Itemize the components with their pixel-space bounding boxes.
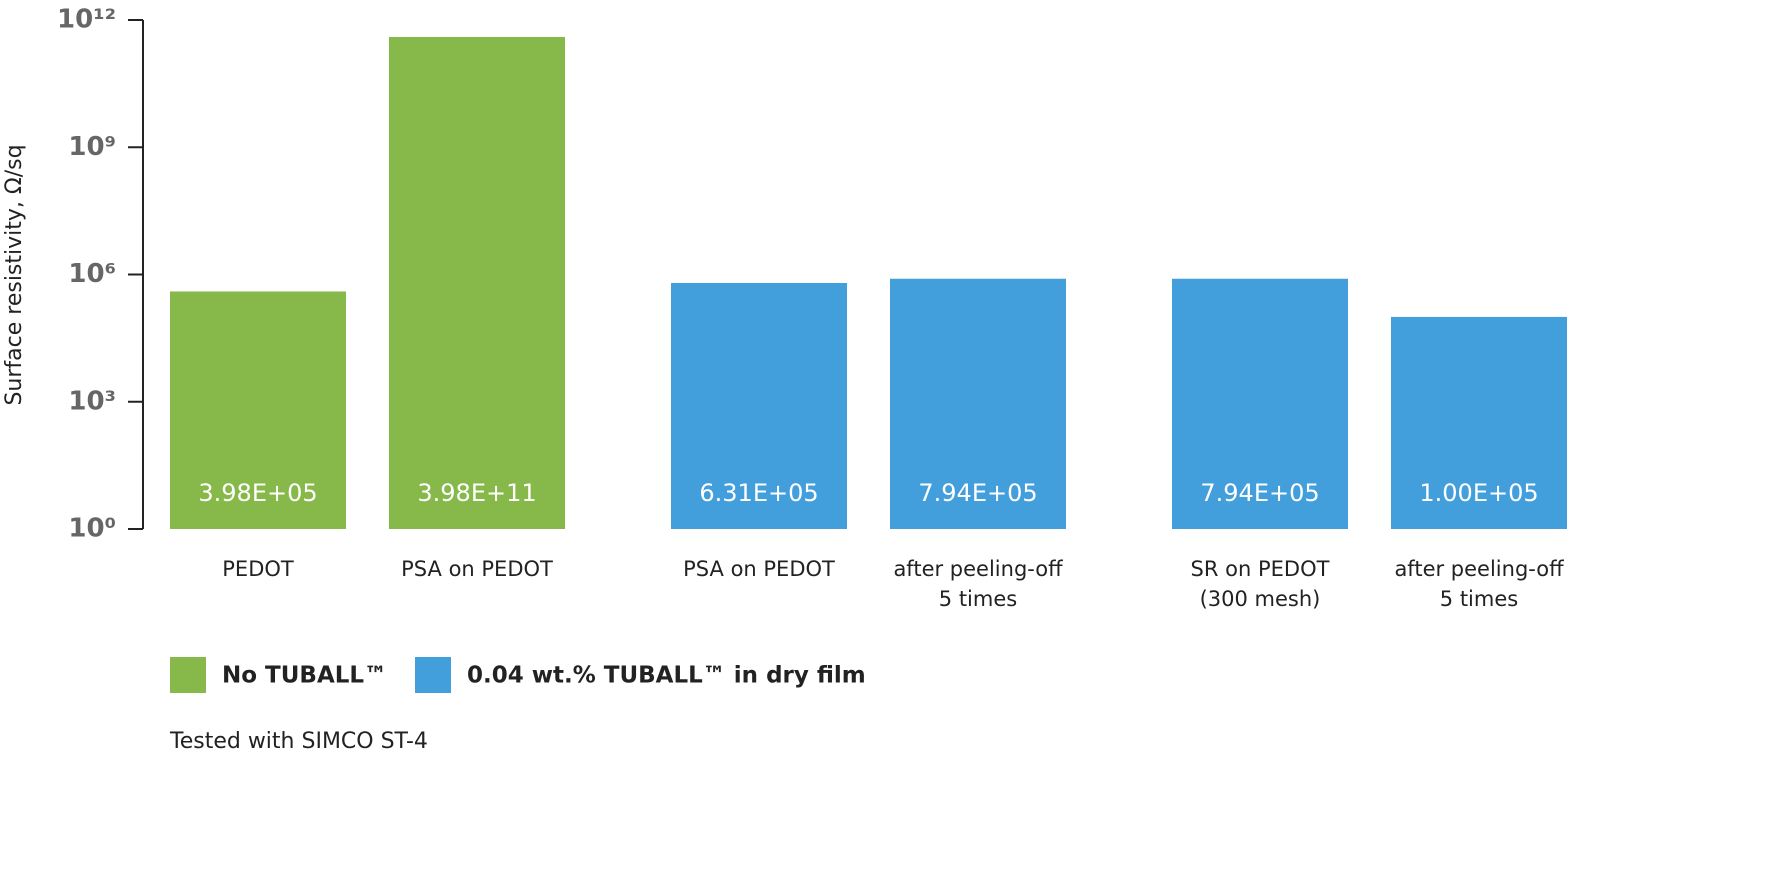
legend-swatch: [415, 657, 451, 693]
value-label: 3.98E+11: [417, 479, 536, 507]
x-tick-label: after peeling-off 5 times: [893, 557, 1063, 611]
footnote: Tested with SIMCO ST-4: [169, 729, 428, 754]
bar: [1391, 316, 1567, 529]
y-tick-label: 10¹²: [57, 5, 116, 35]
bar: [170, 291, 346, 529]
x-tick-label: PEDOT: [222, 557, 294, 581]
y-tick-label: 10³: [68, 386, 116, 416]
value-label: 1.00E+05: [1419, 479, 1538, 507]
y-axis-label: Surface resistivity, Ω/sq: [2, 144, 27, 405]
legend-label: 0.04 wt.% TUBALL™ in dry film: [467, 663, 866, 689]
y-tick-label: 10⁹: [68, 132, 116, 162]
bar: [890, 278, 1066, 529]
y-tick-label: 10⁶: [68, 259, 116, 289]
legend-swatch: [170, 657, 206, 693]
x-tick-label: PSA on PEDOT: [401, 557, 553, 581]
legend-label: No TUBALL™: [222, 663, 387, 689]
x-tick-label: after peeling-off 5 times: [1394, 557, 1564, 611]
value-label: 7.94E+05: [918, 479, 1037, 507]
bar: [671, 282, 847, 529]
bar: [1172, 278, 1348, 529]
value-label: 6.31E+05: [699, 479, 818, 507]
value-label: 3.98E+05: [198, 479, 317, 507]
x-tick-label: PSA on PEDOT: [683, 557, 835, 581]
bar: [389, 36, 565, 530]
x-tick-label: SR on PEDOT (300 mesh): [1190, 557, 1330, 611]
value-label: 7.94E+05: [1200, 479, 1319, 507]
y-tick-label: 10⁰: [68, 514, 116, 544]
